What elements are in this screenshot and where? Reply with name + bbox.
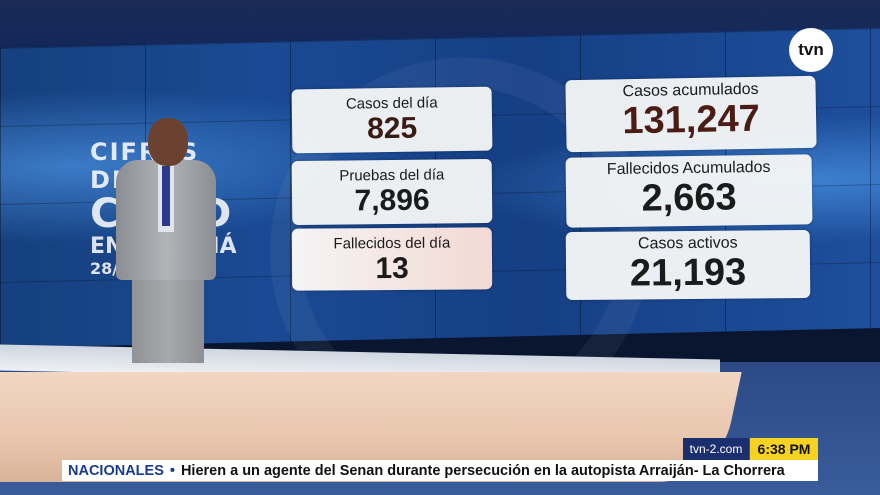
clock: 6:38 PM [750,438,818,460]
stat-value: 13 [375,251,409,286]
stat-casos-activos: Casos activos 21,193 [565,229,811,301]
ticker-headline: Hieren a un agente del Senan durante per… [180,462,785,479]
stat-label: Fallecidos del día [333,234,451,253]
anchor-legs [132,278,204,363]
stat-value: 21,193 [629,251,747,295]
stat-casos-acumulados: Casos acumulados 131,247 [565,75,817,153]
stat-label: Pruebas del día [339,166,445,185]
stat-value: 825 [366,111,418,146]
ticker-bullet: • [169,462,175,479]
anchor-head [148,118,188,166]
ticker-section: NACIONALES [68,462,164,479]
tvn-logo: tvn [789,28,833,72]
stat-value: 131,247 [622,97,761,143]
website-tag: tvn-2.com [683,438,749,460]
stat-fallecidos-acumulados: Fallecidos Acumulados 2,663 [565,154,813,228]
anchor-tie [162,166,170,226]
stat-casos-del-dia: Casos del día 825 [291,86,493,154]
stat-label: Casos activos [637,234,738,253]
stat-label: Casos del día [345,94,438,113]
news-anchor [110,118,220,363]
stat-value: 7,896 [354,183,430,218]
stat-value: 2,663 [641,176,737,220]
stat-fallecidos-del-dia: Fallecidos del día 13 [291,227,493,291]
stat-pruebas-del-dia: Pruebas del día 7,896 [291,158,493,226]
news-ticker: NACIONALES • Hieren a un agente del Sena… [62,460,818,481]
